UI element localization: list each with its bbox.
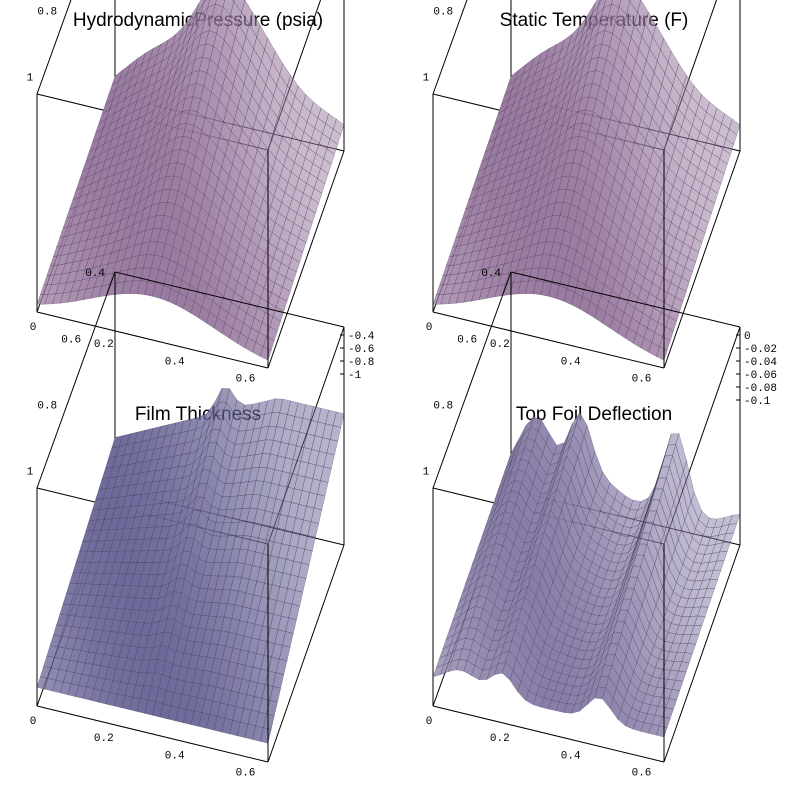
y-tick-label: 0.8 xyxy=(37,6,57,18)
temperature-plot-svg: Static Temperature (F)00.20.40.60.40.60.… xyxy=(423,0,757,386)
box-edge xyxy=(432,271,512,489)
box-edge xyxy=(432,705,665,763)
x-tick-label: 0.6 xyxy=(236,768,256,780)
x-tick-label: 0.2 xyxy=(490,339,510,351)
box-edge xyxy=(36,271,116,489)
temperature-plot: Static Temperature (F)00.20.40.60.40.60.… xyxy=(396,0,792,394)
x-tick-label: 0.2 xyxy=(490,733,510,745)
film-thickness-plot-svg: Film Thickness00.20.40.60.40.60.81-0.4-0… xyxy=(27,268,375,780)
box-edge xyxy=(267,544,345,763)
z-tick-label: -0.6 xyxy=(348,344,374,356)
z-tick-label: -0.06 xyxy=(744,370,777,382)
x-tick-label: 0 xyxy=(30,716,37,728)
z-tick-label: -0.04 xyxy=(744,357,777,369)
top-foil-deflection-plot-svg: Top Foil Deflection 0 0.2 0.4 0.6 0.4 0.6 0.8 1 0… xyxy=(423,268,778,780)
x-tick-label: 0 xyxy=(30,322,37,334)
z-tick-label: 0 xyxy=(744,331,751,343)
z-tick-label: 15 xyxy=(348,0,361,1)
y-tick-label: 0.6 xyxy=(61,334,81,346)
x-tick-label: 0.4 xyxy=(561,750,581,762)
z-tick-label: -0.02 xyxy=(744,344,777,356)
x-tick-label: 0.2 xyxy=(94,339,114,351)
z-tick-label: -0.4 xyxy=(348,331,375,343)
x-tick-label: 0.2 xyxy=(94,733,114,745)
box-edge xyxy=(114,271,345,328)
box-edge xyxy=(510,271,741,328)
z-tick-label: -1 xyxy=(348,370,362,382)
pressure-plot: HydrodynamicPressure (psia)00.20.40.60.4… xyxy=(0,0,396,394)
x-tick-label: 0.4 xyxy=(165,356,185,368)
pressure-plot-svg: HydrodynamicPressure (psia)00.20.40.60.4… xyxy=(27,0,361,386)
x-tick-label: 0.6 xyxy=(236,374,256,386)
y-tick-label: 0.8 xyxy=(433,6,453,18)
y-tick-label: 0.4 xyxy=(85,268,105,280)
box-edge xyxy=(663,150,741,369)
y-tick-label: 1 xyxy=(27,73,34,85)
chart-title: Top Foil Deflection xyxy=(516,404,672,425)
y-tick-label: 0.8 xyxy=(37,400,57,412)
x-tick-label: 0.4 xyxy=(165,750,185,762)
x-tick-label: 0.6 xyxy=(632,374,652,386)
z-tick-label: -0.1 xyxy=(744,396,771,408)
z-tick-label: -0.08 xyxy=(744,383,777,395)
box-edge xyxy=(267,150,345,369)
x-tick-label: 0 xyxy=(426,716,433,728)
y-tick-label: 1 xyxy=(423,467,430,479)
y-tick-label: 1 xyxy=(423,73,430,85)
box-edge xyxy=(432,311,665,369)
box-edge xyxy=(36,0,72,95)
box-edge xyxy=(36,311,269,369)
y-tick-label: 0.6 xyxy=(457,334,477,346)
box-edge xyxy=(36,705,269,763)
z-tick-label: 60 xyxy=(744,0,757,1)
y-tick-label: 1 xyxy=(27,467,34,479)
z-tick-label: -0.8 xyxy=(348,357,374,369)
x-tick-label: 0 xyxy=(426,322,433,334)
box-edge xyxy=(432,0,468,95)
x-tick-label: 0.4 xyxy=(561,356,581,368)
box-edge xyxy=(663,544,741,763)
y-tick-label: 0.4 xyxy=(481,268,501,280)
top-foil-deflection-plot: Top Foil Deflection 0 0.2 0.4 0.6 0.4 0.6 0.8 1 0… xyxy=(396,268,792,788)
y-tick-label: 0.8 xyxy=(433,400,453,412)
film-thickness-plot: Film Thickness 0 0.2 0.4 0.6 0.4 0.6 0.8 1 -0.4 -0… xyxy=(0,268,396,788)
x-tick-label: 0.6 xyxy=(632,768,652,780)
